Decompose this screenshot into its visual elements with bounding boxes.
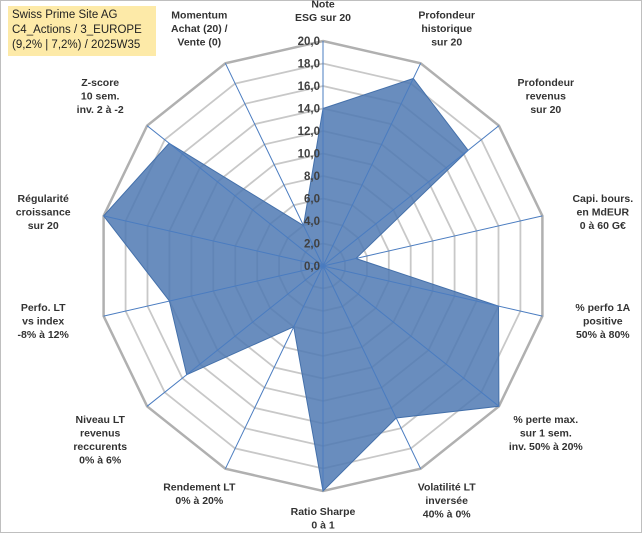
radar-tick-labels: 0,0 2,0 4,0 6,0 8,0 10,0 12,0 14,0 16,0 18,0 20,0 [298, 36, 320, 273]
axis-label-line: croissance [16, 207, 71, 219]
axis-label-line: 0 à 60 G€ [580, 220, 626, 232]
axis-label-line: vs index [22, 316, 64, 328]
series-area [102, 77, 500, 493]
tick-label: 0,0 [304, 261, 320, 273]
axis-label: Momentum Achat (20) / Vente (0) [171, 9, 228, 48]
axis-label-line: 50% à 80% [576, 329, 630, 341]
axis-label-line: Vente (0) [177, 36, 221, 48]
tick-label: 14,0 [298, 104, 320, 116]
tick-label: 20,0 [298, 36, 320, 48]
tick-label: 4,0 [304, 216, 320, 228]
axis-label-line: Z-score [81, 77, 119, 89]
title-company: Swiss Prime Site AG [12, 9, 118, 21]
tick-label: 10,0 [298, 149, 320, 161]
axis-label: Rendement LT 0% à 20% [163, 482, 236, 508]
axis-spoke [322, 125, 500, 267]
axis-label: Perfo. LT vs index -8% à 12% [18, 302, 70, 341]
axis-label-line: Rendement LT [163, 482, 236, 494]
tick-label: 2,0 [304, 239, 320, 251]
axis-label-line: Perfo. LT [21, 302, 66, 314]
axis-spoke [103, 215, 324, 267]
axis-label-line: en MdEUR [577, 207, 630, 219]
axis-label-line: 40% à 0% [423, 509, 472, 521]
axis-label-line: sur 1 sem. [520, 427, 572, 439]
axis-label-line: Volatilité LT [418, 482, 477, 494]
axis-label: Profondeur historique sur 20 [418, 9, 475, 48]
axis-label-line: % perfo 1A [575, 302, 630, 314]
axis-spoke [322, 215, 543, 267]
axis-label-line: reccurents [73, 441, 127, 453]
title-stats: (9,2% | 7,2%) / 2025W35 [12, 39, 141, 51]
axis-label-line: inv. 2 à -2 [77, 104, 124, 116]
tick-label: 18,0 [298, 59, 320, 71]
axis-label-line: Achat (20) / [171, 23, 228, 35]
axis-label: Capi. bours. en MdEUR 0 à 60 G€ [572, 193, 633, 232]
axis-label-line: -8% à 12% [18, 329, 70, 341]
chart-title-box: Swiss Prime Site AG C4_Actions / 3_EUROP… [8, 6, 156, 56]
axis-label: Note ESG sur 20 [295, 0, 351, 24]
axis-label-line: Ratio Sharpe [291, 506, 356, 518]
tick-label: 6,0 [304, 194, 320, 206]
axis-label-line: positive [583, 316, 623, 328]
axis-label: % perfo 1A positive 50% à 80% [575, 302, 630, 341]
axis-label-line: inv. 50% à 20% [509, 441, 584, 453]
axis-label-line: Niveau LT [75, 414, 125, 426]
radar-spokes [103, 41, 543, 491]
radar-axis-labels: Note ESG sur 20 Profondeur historique sur 20… [16, 0, 633, 532]
axis-label-line: Régularité [18, 193, 70, 205]
axis-label-line: revenus [526, 91, 566, 103]
axis-spoke [146, 125, 324, 267]
axis-spoke [322, 265, 543, 317]
axis-label-line: sur 20 [28, 220, 59, 232]
tick-label: 16,0 [298, 81, 320, 93]
axis-label-line: 10 sem. [81, 91, 120, 103]
axis-label-line: historique [421, 23, 472, 35]
axis-label-line: inversée [425, 495, 468, 507]
axis-label-line: % perte max. [513, 414, 578, 426]
axis-label-line: sur 20 [431, 36, 462, 48]
axis-label: Profondeur revenus sur 20 [518, 77, 575, 116]
axis-label: Régularité croissance sur 20 [16, 193, 71, 232]
axis-label-line: 0% à 6% [79, 454, 122, 466]
axis-label: Niveau LT revenus reccurents 0% à 6% [73, 414, 127, 467]
axis-label: Z-score 10 sem. inv. 2 à -2 [77, 77, 124, 116]
axis-label-line: 0 à 1 [311, 520, 335, 532]
axis-label: Ratio Sharpe 0 à 1 [291, 506, 356, 532]
axis-spoke [322, 265, 422, 469]
axis-spoke [146, 265, 324, 407]
axis-spoke [322, 63, 422, 267]
axis-label-line: Capi. bours. [572, 193, 633, 205]
axis-spoke [322, 265, 500, 407]
axis-label-line: sur 20 [530, 104, 561, 116]
axis-label-line: ESG sur 20 [295, 12, 351, 24]
axis-label-line: Momentum [171, 9, 227, 21]
tick-label: 8,0 [304, 171, 320, 183]
axis-label-line: Profondeur [418, 9, 475, 21]
axis-label: % perte max. sur 1 sem. inv. 50% à 20% [509, 414, 584, 453]
axis-label-line: Profondeur [518, 77, 575, 89]
axis-spoke [224, 265, 324, 469]
axis-spoke [103, 265, 324, 317]
radar-series [102, 77, 500, 493]
axis-label-line: revenus [80, 427, 120, 439]
title-portfolio: C4_Actions / 3_EUROPE [12, 24, 142, 36]
axis-spoke [224, 63, 324, 267]
axis-label-line: Note [311, 0, 334, 11]
axis-label-line: 0% à 20% [175, 495, 224, 507]
tick-label: 12,0 [298, 126, 320, 138]
axis-label: Volatilité LT inversée 40% à 0% [418, 482, 477, 521]
